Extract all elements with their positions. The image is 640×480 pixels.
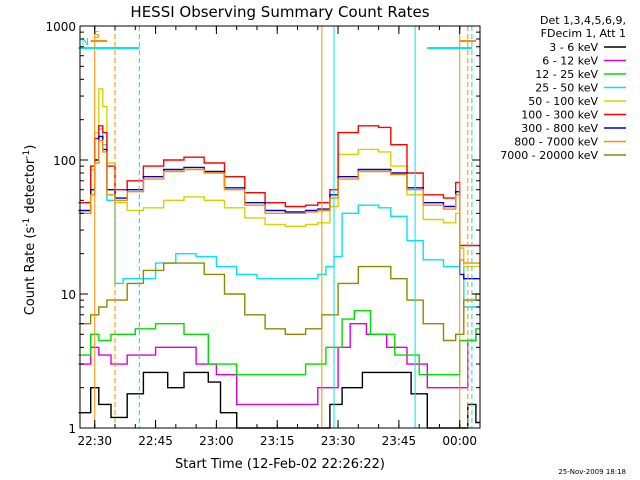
legend-label-3: 25 - 50 keV bbox=[535, 82, 598, 95]
x-tick-label-1: 22:45 bbox=[138, 434, 173, 448]
annotation-label-1: N bbox=[82, 37, 89, 48]
legend-label-6: 300 - 800 keV bbox=[521, 122, 598, 135]
legend-header-1: Det 1,3,4,5,6,9, bbox=[540, 14, 626, 27]
plot-frame bbox=[79, 25, 481, 429]
series-line-0 bbox=[78, 371, 480, 429]
x-tick-label-3: 23:15 bbox=[260, 434, 295, 448]
series-line-3 bbox=[78, 128, 480, 308]
x-axis-label: Start Time (12-Feb-02 22:26:22) bbox=[175, 457, 385, 472]
legend-label-1: 6 - 12 keV bbox=[542, 55, 598, 68]
series-line-2 bbox=[78, 310, 480, 376]
legend-label-5: 100 - 300 keV bbox=[521, 109, 598, 122]
legend-header-2: FDecim 1, Att 1 bbox=[541, 27, 626, 40]
x-tick-label-4: 23:30 bbox=[321, 434, 356, 448]
series-line-4 bbox=[78, 88, 480, 268]
legend-label-7: 800 - 7000 keV bbox=[514, 136, 598, 149]
legend-label-2: 12 - 25 keV bbox=[535, 68, 598, 81]
x-tick-label-2: 23:00 bbox=[199, 434, 234, 448]
chart-title: HESSI Observing Summary Count Rates bbox=[130, 3, 429, 21]
legend-label-4: 50 - 100 keV bbox=[528, 95, 598, 108]
legend-label-0: 3 - 6 keV bbox=[549, 41, 598, 54]
timestamp: 25-Nov-2009 18:18 bbox=[558, 468, 626, 476]
annotation-label-0: S bbox=[94, 30, 100, 41]
y-tick-label-2: 100 bbox=[53, 154, 76, 168]
y-tick-label-0: 1 bbox=[68, 422, 76, 436]
y-axis: 1 10 100 1000 bbox=[45, 20, 480, 436]
y-axis-label: Count Rate (s-1 detector-1) bbox=[22, 145, 38, 316]
y-tick-label-1: 10 bbox=[61, 288, 76, 302]
x-tick-label-6: 00:00 bbox=[442, 434, 477, 448]
x-tick-label-0: 22:30 bbox=[77, 434, 112, 448]
y-tick-label-3: 1000 bbox=[45, 20, 76, 34]
x-axis: 22:30 22:45 23:00 23:15 23:30 23:45 00:00 bbox=[77, 26, 481, 448]
frame-border bbox=[79, 25, 481, 429]
legend: Det 1,3,4,5,6,9, FDecim 1, Att 1 3 - 6 k… bbox=[500, 14, 626, 162]
series-line-1 bbox=[78, 323, 480, 406]
series-line-8 bbox=[78, 262, 480, 342]
series-line-6 bbox=[78, 135, 480, 280]
plot-area: SN bbox=[78, 26, 480, 429]
x-tick-label-5: 23:45 bbox=[382, 434, 417, 448]
series-line-7 bbox=[78, 139, 480, 264]
series-line-5 bbox=[78, 125, 480, 247]
legend-label-8: 7000 - 20000 keV bbox=[500, 149, 598, 162]
